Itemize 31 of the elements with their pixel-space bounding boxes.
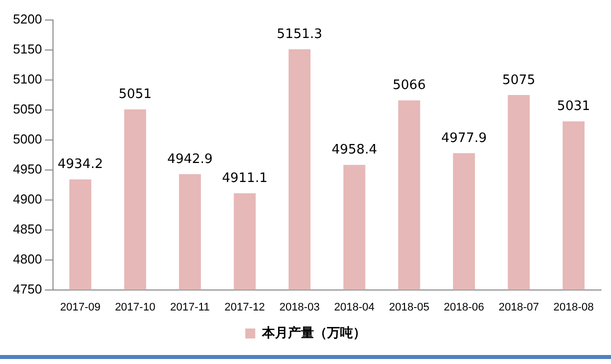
data-label: 4934.2 xyxy=(58,157,104,172)
legend-label: 本月产量（万吨） xyxy=(260,325,366,340)
y-tick-label: 4850 xyxy=(13,221,42,236)
y-tick-label: 5050 xyxy=(13,102,42,117)
data-label: 4977.9 xyxy=(441,131,487,146)
data-label: 4958.4 xyxy=(332,142,378,158)
y-tick-label: 4800 xyxy=(13,251,42,266)
x-tick-label: 2018-04 xyxy=(334,301,375,314)
x-tick-label: 2018-05 xyxy=(388,301,430,314)
x-tick-label: 2017-11 xyxy=(170,301,210,314)
y-tick-label: 4900 xyxy=(13,191,42,206)
y-tick-label: 5100 xyxy=(13,72,42,87)
data-label: 5075 xyxy=(502,72,536,88)
x-tick-label: 2018-03 xyxy=(279,301,320,314)
data-label: 4911.1 xyxy=(222,171,268,186)
x-tick-label: 2017-12 xyxy=(224,301,265,314)
data-label: 5151.3 xyxy=(276,27,322,42)
data-label: 5031 xyxy=(557,99,590,114)
y-tick-label: 5000 xyxy=(13,131,42,146)
data-label: 5051 xyxy=(118,87,152,102)
data-label: 4942.9 xyxy=(167,152,213,168)
y-tick-label: 5150 xyxy=(13,42,42,57)
y-tick-label: 4950 xyxy=(13,161,42,176)
x-tick-label: 2018-06 xyxy=(444,301,484,314)
x-tick-label: 2018-07 xyxy=(498,301,539,314)
data-label: 5066 xyxy=(392,78,426,94)
y-tick-label: 4750 xyxy=(13,281,42,296)
x-tick-label: 2017-09 xyxy=(60,301,101,314)
y-tick-label: 5200 xyxy=(13,12,42,27)
x-tick-label: 2018-08 xyxy=(553,301,594,314)
x-tick-label: 2017-10 xyxy=(114,301,156,314)
